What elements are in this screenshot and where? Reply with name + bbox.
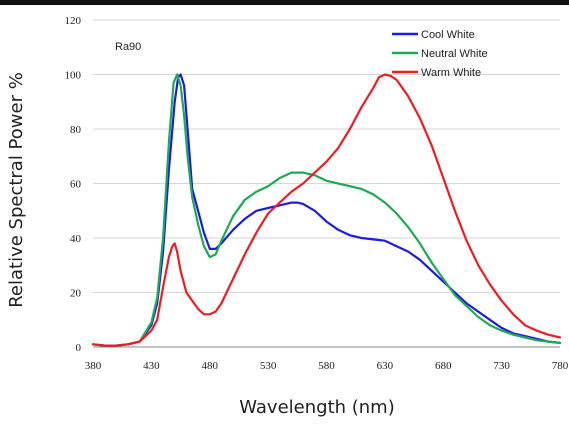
- y-tick-label-100: 100: [65, 70, 82, 82]
- y-tick-label-40: 40: [70, 233, 82, 245]
- series-line-warm-white: [91, 73, 562, 347]
- series-line-neutral-white: [91, 73, 562, 347]
- y-tick-label-80: 80: [70, 124, 82, 136]
- x-tick-label-530: 530: [260, 360, 277, 372]
- y-tick-label-60: 60: [70, 179, 82, 191]
- y-tick-labels: 0 20 40 60 80 100 120: [65, 15, 82, 354]
- x-tick-labels: 380 430 480 530 580 630 680 730 780: [85, 360, 569, 372]
- x-tick-label-680: 680: [435, 360, 452, 372]
- y-axis-title: Relative Spectral Power %: [6, 72, 27, 308]
- x-tick-label-630: 630: [377, 360, 394, 372]
- x-tick-label-380: 380: [85, 360, 102, 372]
- legend-label-neutral-white: Neutral White: [421, 48, 488, 60]
- x-tick-label-780: 780: [552, 360, 569, 372]
- legend: Cool White Neutral White Warm White: [392, 29, 488, 79]
- series-layer: [91, 73, 562, 347]
- annotation-ra90: Ra90: [115, 41, 141, 53]
- series-line-cool-white: [91, 73, 562, 347]
- x-tick-label-480: 480: [202, 360, 219, 372]
- y-tick-label-0: 0: [76, 342, 82, 354]
- x-tick-label-580: 580: [318, 360, 335, 372]
- legend-label-cool-white: Cool White: [421, 29, 475, 41]
- x-tick-label-730: 730: [493, 360, 510, 372]
- top-border-band: [0, 0, 569, 5]
- x-tick-label-430: 430: [143, 360, 160, 372]
- x-axis-title: Wavelength (nm): [239, 397, 395, 418]
- grid-layer: [93, 19, 560, 293]
- legend-label-warm-white: Warm White: [421, 67, 481, 79]
- y-tick-label-20: 20: [70, 288, 82, 300]
- y-tick-label-120: 120: [65, 15, 82, 27]
